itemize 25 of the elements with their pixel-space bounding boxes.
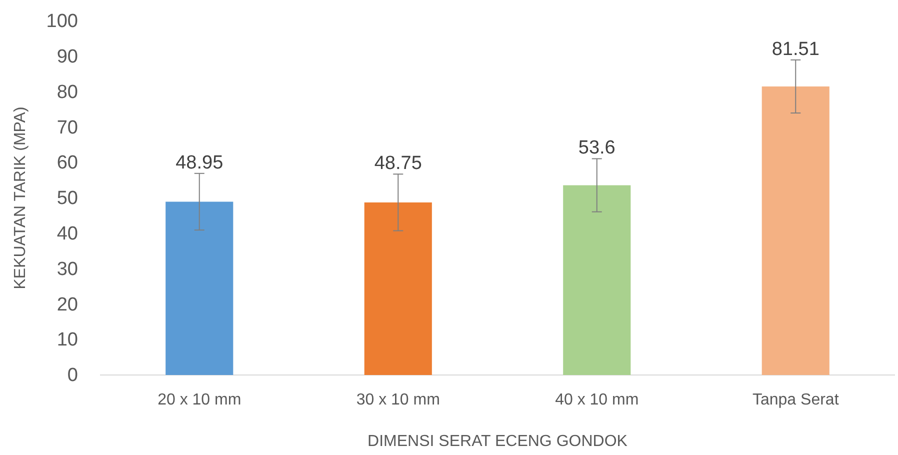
bar xyxy=(364,202,432,375)
bar xyxy=(563,185,631,375)
data-label: 48.75 xyxy=(374,153,422,174)
y-tick-label: 20 xyxy=(56,294,78,316)
x-tick-label: 20 x 10 mm xyxy=(158,391,242,408)
y-tick-label: 100 xyxy=(46,11,78,32)
y-axis-title: KEKUATAN TARIK (MPA) xyxy=(12,106,29,290)
x-tick-label: Tanpa Serat xyxy=(752,391,840,408)
bar xyxy=(762,86,830,375)
y-tick-label: 60 xyxy=(56,152,78,174)
data-label: 81.51 xyxy=(772,38,820,60)
x-tick-label: 40 x 10 mm xyxy=(555,391,639,408)
bar xyxy=(166,202,234,375)
x-axis-title: DIMENSI SERAT ECENG GONDOK xyxy=(368,433,628,450)
data-label: 48.95 xyxy=(176,152,224,174)
y-tick-label: 80 xyxy=(56,82,78,103)
y-tick-label: 10 xyxy=(56,330,78,351)
y-tick-label: 30 xyxy=(56,258,78,280)
data-label: 53.6 xyxy=(578,138,616,159)
y-tick-label: 90 xyxy=(56,46,78,68)
y-tick-label: 40 xyxy=(56,223,78,244)
y-tick-label: 70 xyxy=(56,117,78,138)
y-tick-label: 0 xyxy=(67,365,78,386)
x-tick-label: 30 x 10 mm xyxy=(356,391,440,408)
y-tick-label: 50 xyxy=(56,188,78,210)
